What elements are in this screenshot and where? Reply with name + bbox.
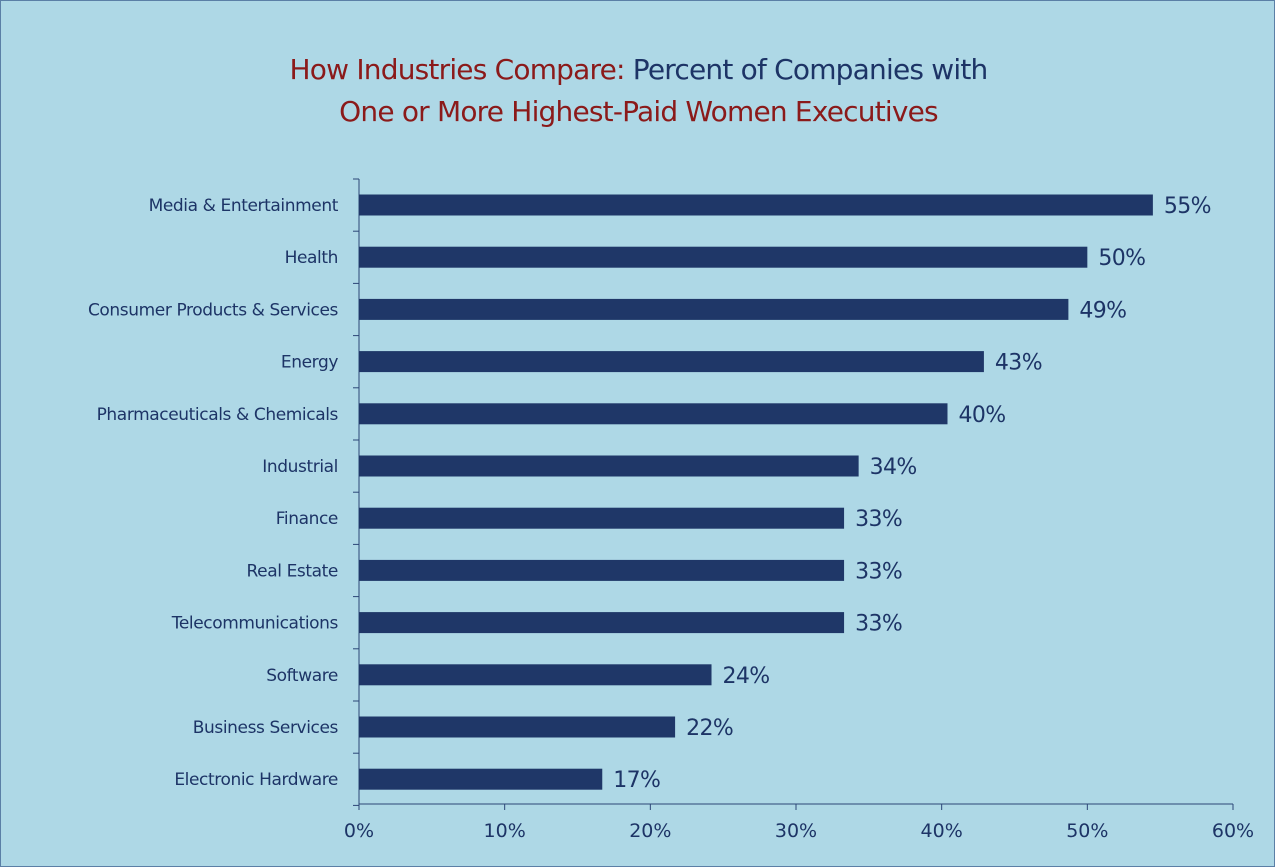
data-label: 34%: [870, 455, 917, 480]
category-label: Consumer Products & Services: [88, 300, 339, 320]
x-tick-label: 10%: [484, 820, 526, 842]
bar: [359, 298, 1069, 320]
bar: [359, 716, 676, 738]
category-label: Telecommunications: [171, 614, 339, 634]
x-tick-label: 0%: [344, 820, 374, 842]
category-label: Media & Entertainment: [149, 196, 339, 216]
data-label: 50%: [1098, 246, 1145, 271]
category-label: Industrial: [262, 457, 338, 477]
data-label: 33%: [855, 507, 902, 532]
category-label: Real Estate: [247, 561, 338, 581]
x-tick-label: 30%: [775, 820, 817, 842]
data-label: 33%: [855, 612, 902, 637]
bar: [359, 612, 845, 634]
data-label: 49%: [1079, 298, 1126, 323]
bar: [359, 559, 845, 581]
chart-title: How Industries Compare: Percent of Compa…: [1, 49, 1275, 133]
x-tick-label: 20%: [629, 820, 671, 842]
bar: [359, 768, 603, 790]
x-tick-label: 40%: [921, 820, 963, 842]
bar: [359, 664, 712, 686]
bar: [359, 194, 1153, 216]
category-label: Business Services: [193, 718, 339, 738]
bar: [359, 507, 845, 529]
data-label: 24%: [723, 664, 770, 689]
title-part-2: Percent of Companies with: [632, 53, 988, 86]
x-tick-label: 60%: [1212, 820, 1254, 842]
title-part-1: How Industries Compare:: [289, 53, 626, 86]
data-label: 55%: [1164, 194, 1211, 219]
data-label: 33%: [855, 559, 902, 584]
data-label: 17%: [613, 768, 660, 793]
category-label: Finance: [276, 509, 338, 529]
data-label: 22%: [686, 716, 733, 741]
bar: [359, 246, 1088, 268]
x-tick-label: 50%: [1066, 820, 1108, 842]
bar: [359, 351, 984, 373]
category-label: Electronic Hardware: [174, 770, 338, 790]
category-label: Health: [285, 248, 338, 268]
bar: [359, 403, 948, 425]
bar: [359, 455, 859, 477]
data-label: 43%: [995, 351, 1042, 376]
category-label: Software: [266, 666, 338, 686]
data-label: 40%: [958, 403, 1005, 428]
category-label: Energy: [281, 353, 338, 373]
category-label: Pharmaceuticals & Chemicals: [97, 405, 339, 425]
title-part-3: One or More Highest-Paid Women Executive…: [339, 95, 939, 128]
